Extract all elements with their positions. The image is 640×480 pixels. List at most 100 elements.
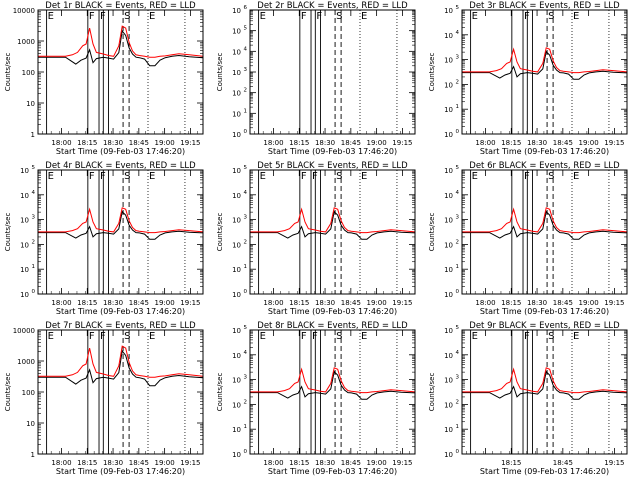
y-tick-label: 1000: [17, 38, 35, 46]
x-tick-label: 18:15: [289, 139, 309, 147]
y-tick-label: 2: [244, 239, 248, 245]
y-tick-label: 10000: [13, 327, 35, 335]
x-tick-label: 18:00: [263, 459, 283, 467]
x-tick-label: 19:00: [367, 459, 387, 467]
chart-panel-9: Det 9r BLACK = Events, RED = LLD Counts/s…: [428, 321, 628, 476]
y-tick-label-base: 10: [232, 266, 241, 274]
x-tick-label: 18:15: [289, 459, 309, 467]
y-tick-label: 2: [456, 79, 460, 85]
y-tick-label: 0: [456, 289, 460, 295]
y-tick-label-power: 10 3: [232, 375, 247, 385]
y-tick-label: 0: [244, 289, 248, 295]
chart-title: Det 6r BLACK = Events, RED = LLD: [469, 161, 620, 171]
interval-marker-label: S: [336, 11, 342, 22]
chart-title: Det 3r BLACK = Events, RED = LLD: [469, 1, 620, 11]
y-tick-label-power: 10 0: [232, 289, 247, 299]
y-tick-label: 1: [31, 451, 35, 459]
y-tick-label-power: 10 0: [20, 289, 35, 299]
y-tick-label: 1: [244, 264, 248, 270]
y-tick-label-base: 10: [20, 192, 29, 200]
interval-marker-label: E: [48, 171, 54, 182]
x-tick-label: 18:45: [341, 139, 361, 147]
y-tick-label: 4: [32, 190, 36, 196]
plot-frame: [37, 329, 204, 455]
y-tick-label-base: 10: [444, 57, 453, 65]
interval-marker-label: E: [573, 171, 579, 182]
y-tick-label: 3: [244, 375, 248, 381]
y-tick-label-power: 10 1: [444, 104, 459, 114]
x-tick-label: 19:00: [155, 139, 175, 147]
x-axis-label: Start Time (09-Feb-03 17:46:20): [268, 467, 397, 476]
y-tick-label: 4: [244, 190, 248, 196]
interval-marker-label: S: [124, 11, 130, 22]
x-axis-label: Start Time (09-Feb-03 17:46:20): [480, 307, 609, 316]
interval-marker-label: F: [301, 11, 307, 22]
y-tick-label-power: 10 1: [232, 264, 247, 274]
y-tick-label-power: 10 4: [232, 190, 247, 200]
y-tick-label-power: 10 4: [444, 30, 459, 40]
interval-marker-label: E: [48, 11, 54, 22]
chart-title: Det 8r BLACK = Events, RED = LLD: [257, 321, 408, 331]
y-tick-label-base: 10: [232, 28, 241, 36]
y-tick-label-base: 10: [232, 131, 241, 139]
x-tick-label: 18:00: [475, 299, 495, 307]
y-tick-label: 10: [26, 420, 35, 428]
interval-marker-label: F: [89, 11, 95, 22]
y-tick-label-base: 10: [444, 32, 453, 40]
y-tick-label-base: 10: [232, 401, 241, 409]
y-tick-label-base: 10: [444, 352, 453, 360]
y-tick-label-power: 10 1: [232, 108, 247, 118]
plot-frame: [461, 9, 628, 135]
interval-marker-label: S: [336, 331, 342, 342]
x-tick-label: 18:45: [553, 459, 573, 467]
y-tick-label: 3: [32, 215, 36, 221]
chart-title: Det 5r BLACK = Events, RED = LLD: [257, 161, 408, 171]
y-tick-label-power: 10 3: [444, 55, 459, 65]
y-tick-label: 3: [244, 215, 248, 221]
interval-marker-label: E: [573, 331, 579, 342]
lld-series-line: [462, 207, 627, 234]
y-tick-label: 5: [456, 325, 460, 331]
interval-marker-label: F: [301, 331, 307, 342]
y-tick-label: 4: [244, 350, 248, 356]
x-axis-label: Start Time (09-Feb-03 17:46:20): [480, 147, 609, 156]
y-tick-label-power: 10 2: [20, 239, 35, 249]
y-tick-label-power: 10 4: [444, 350, 459, 360]
chart-panel-7: Det 7r BLACK = Events, RED = LLD Counts/s…: [4, 321, 204, 476]
y-tick-label: 10: [26, 100, 35, 108]
y-tick-label-base: 10: [232, 48, 241, 56]
x-tick-label: 19:00: [367, 139, 387, 147]
y-tick-label-base: 10: [20, 266, 29, 274]
y-tick-label-base: 10: [444, 217, 453, 225]
y-tick-label-base: 10: [232, 426, 241, 434]
lld-series-line: [462, 367, 627, 394]
y-tick-label-base: 10: [444, 377, 453, 385]
y-tick-label-power: 10 6: [232, 5, 247, 15]
lld-series-line: [38, 207, 203, 234]
y-tick-label-power: 10 3: [444, 215, 459, 225]
y-tick-label: 1: [32, 264, 36, 270]
y-tick-label: 5: [244, 26, 248, 32]
y-tick-label-power: 10 1: [444, 264, 459, 274]
y-tick-label-base: 10: [444, 451, 453, 459]
interval-marker-label: E: [361, 331, 367, 342]
y-tick-label-power: 10 1: [232, 424, 247, 434]
y-tick-label-power: 10 5: [232, 26, 247, 36]
x-tick-label: 19:00: [155, 299, 175, 307]
y-tick-label: 5: [456, 5, 460, 11]
y-tick-label-power: 10 2: [232, 399, 247, 409]
x-tick-label: 18:45: [129, 459, 149, 467]
y-tick-label: 6: [244, 5, 248, 11]
x-tick-label: 19:15: [392, 459, 412, 467]
chart-panel-2: Det 2r BLACK = Events, RED = LLD Counts/s…: [216, 1, 416, 156]
y-axis-label: Counts/sec: [216, 213, 224, 252]
x-axis-label: Start Time (09-Feb-03 17:46:20): [480, 467, 609, 476]
y-tick-label: 1: [456, 104, 460, 110]
interval-marker-label: E: [260, 331, 266, 342]
interval-marker-label: E: [573, 11, 579, 22]
y-tick-label-base: 10: [444, 241, 453, 249]
y-tick-label: 2: [456, 399, 460, 405]
chart-panel-4: Det 4r BLACK = Events, RED = LLD Counts/s…: [4, 161, 204, 316]
